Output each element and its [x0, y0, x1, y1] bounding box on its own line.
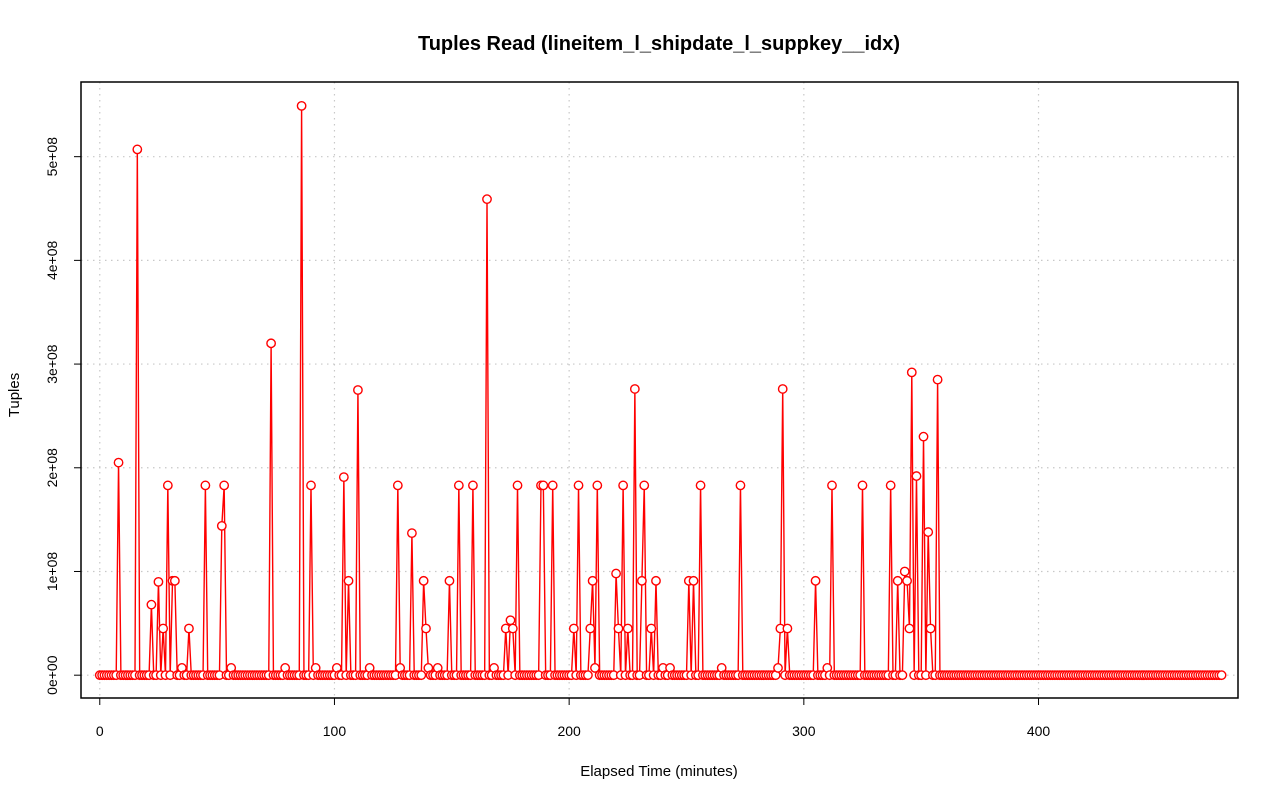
data-point — [857, 480, 868, 491]
data-point — [343, 575, 354, 586]
y-tick-label: 4e+08 — [44, 241, 60, 281]
data-point — [911, 471, 922, 481]
data-point — [444, 575, 455, 586]
data-point — [162, 480, 173, 491]
data-point — [158, 623, 169, 634]
data-point — [421, 623, 431, 634]
y-tick-label: 3e+08 — [44, 344, 60, 384]
x-tick-label: 100 — [323, 723, 347, 739]
grid — [81, 82, 1238, 698]
data-point — [583, 670, 593, 681]
data-point — [592, 480, 603, 491]
y-tick-label: 1e+08 — [44, 552, 60, 592]
data-point — [296, 100, 307, 111]
data-point — [512, 480, 523, 491]
data-point — [782, 623, 793, 634]
data-point — [585, 623, 596, 634]
data-point — [338, 472, 349, 483]
data-point — [897, 670, 908, 681]
data-point — [146, 599, 157, 610]
data-point — [932, 374, 943, 385]
data-point — [810, 575, 821, 586]
data-point — [777, 384, 788, 394]
data-point — [639, 480, 650, 491]
data-point — [773, 663, 783, 673]
data-point — [392, 480, 403, 491]
y-tick-label: 2e+08 — [44, 448, 60, 488]
y-tick-label: 5e+08 — [44, 137, 60, 177]
data-point — [622, 623, 633, 634]
axes: 0 100 200 300 400 0e+00 1e+08 2e+08 3e+08 4e+08 5e… — [44, 137, 1050, 739]
x-tick-label: 200 — [557, 723, 581, 739]
x-tick-label: 400 — [1027, 723, 1051, 739]
data-point — [200, 480, 211, 491]
data-point — [925, 623, 936, 634]
data-point — [923, 527, 934, 537]
plot-frame — [80, 81, 1239, 699]
data-point — [547, 480, 558, 491]
data-point — [306, 480, 316, 491]
data-point — [219, 480, 230, 491]
data-point — [184, 623, 194, 634]
data-point — [918, 431, 929, 442]
chart-title: Tuples Read (lineitem_l_shipdate_l_suppk… — [418, 33, 900, 55]
data-point — [353, 385, 363, 395]
y-tick-label: 0e+00 — [44, 655, 60, 695]
data-point — [613, 623, 624, 634]
data-point — [618, 480, 629, 491]
data-point — [538, 480, 549, 491]
y-axis-title: Tuples — [6, 373, 23, 417]
x-axis-title: Elapsed Time (minutes) — [580, 763, 738, 780]
data-point — [904, 623, 915, 634]
data-point — [169, 575, 180, 586]
data-point — [646, 623, 657, 634]
data-point — [688, 575, 699, 586]
data-point — [266, 338, 276, 349]
data-point — [902, 575, 912, 586]
data-point — [416, 670, 427, 681]
data-point — [153, 576, 164, 587]
data-point — [482, 194, 492, 205]
data-point — [505, 615, 516, 626]
data-point — [507, 623, 518, 634]
data-point — [695, 480, 706, 491]
data-point — [735, 480, 746, 491]
data-point — [1216, 670, 1227, 681]
data-point — [611, 568, 621, 579]
x-tick-label: 0 — [96, 723, 104, 739]
data-point — [573, 480, 584, 491]
data-point — [132, 144, 143, 155]
data-point — [629, 384, 640, 394]
data-point — [636, 575, 647, 586]
data-point — [590, 663, 600, 673]
data-point — [899, 566, 910, 577]
data-point — [906, 367, 917, 378]
data-point — [468, 480, 478, 491]
data-point — [892, 575, 903, 586]
data-point — [568, 623, 579, 634]
data-point — [113, 457, 124, 468]
data-series — [94, 100, 1227, 681]
data-point — [885, 480, 896, 491]
data-point — [453, 480, 464, 491]
series-line — [99, 105, 1222, 676]
x-tick-label: 300 — [792, 723, 816, 739]
data-point — [827, 480, 837, 491]
data-point — [587, 575, 598, 586]
data-point — [418, 575, 429, 586]
data-point — [407, 528, 417, 539]
data-point — [216, 520, 227, 531]
data-point — [651, 575, 661, 586]
